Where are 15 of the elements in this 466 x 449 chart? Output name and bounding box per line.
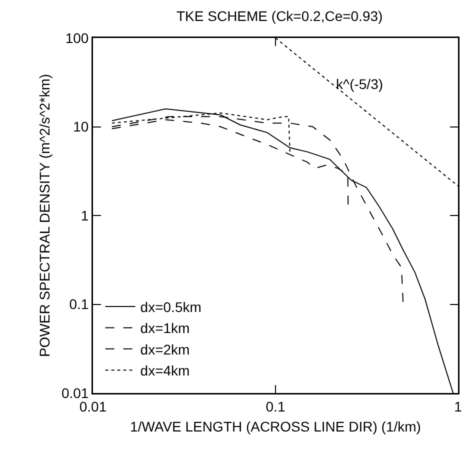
- y-tick-label: 0.01: [61, 384, 89, 401]
- x-axis-title: 1/WAVE LENGTH (ACROSS LINE DIR) (1/km): [130, 418, 421, 434]
- legend-label: dx=1km: [140, 320, 190, 336]
- y-tick-label: 100: [65, 30, 89, 46]
- y-tick-label: 10: [73, 118, 89, 135]
- y-axis-title: POWER SPECTRAL DENSITY (m^2/s^2*km): [36, 74, 52, 358]
- legend-label: dx=0.5km: [140, 298, 202, 315]
- x-tick-label: 0.1: [266, 398, 286, 414]
- y-tick-label: 0.1: [69, 296, 89, 312]
- y-tick-label: 1: [80, 207, 89, 224]
- annotation: k^(-5/3): [336, 76, 384, 92]
- legend-label: dx=4km: [140, 362, 190, 379]
- x-tick-label: 1: [454, 398, 462, 414]
- chart-title: TKE SCHEME (Ck=0.2,Ce=0.93): [176, 8, 383, 24]
- legend-label: dx=2km: [140, 341, 190, 358]
